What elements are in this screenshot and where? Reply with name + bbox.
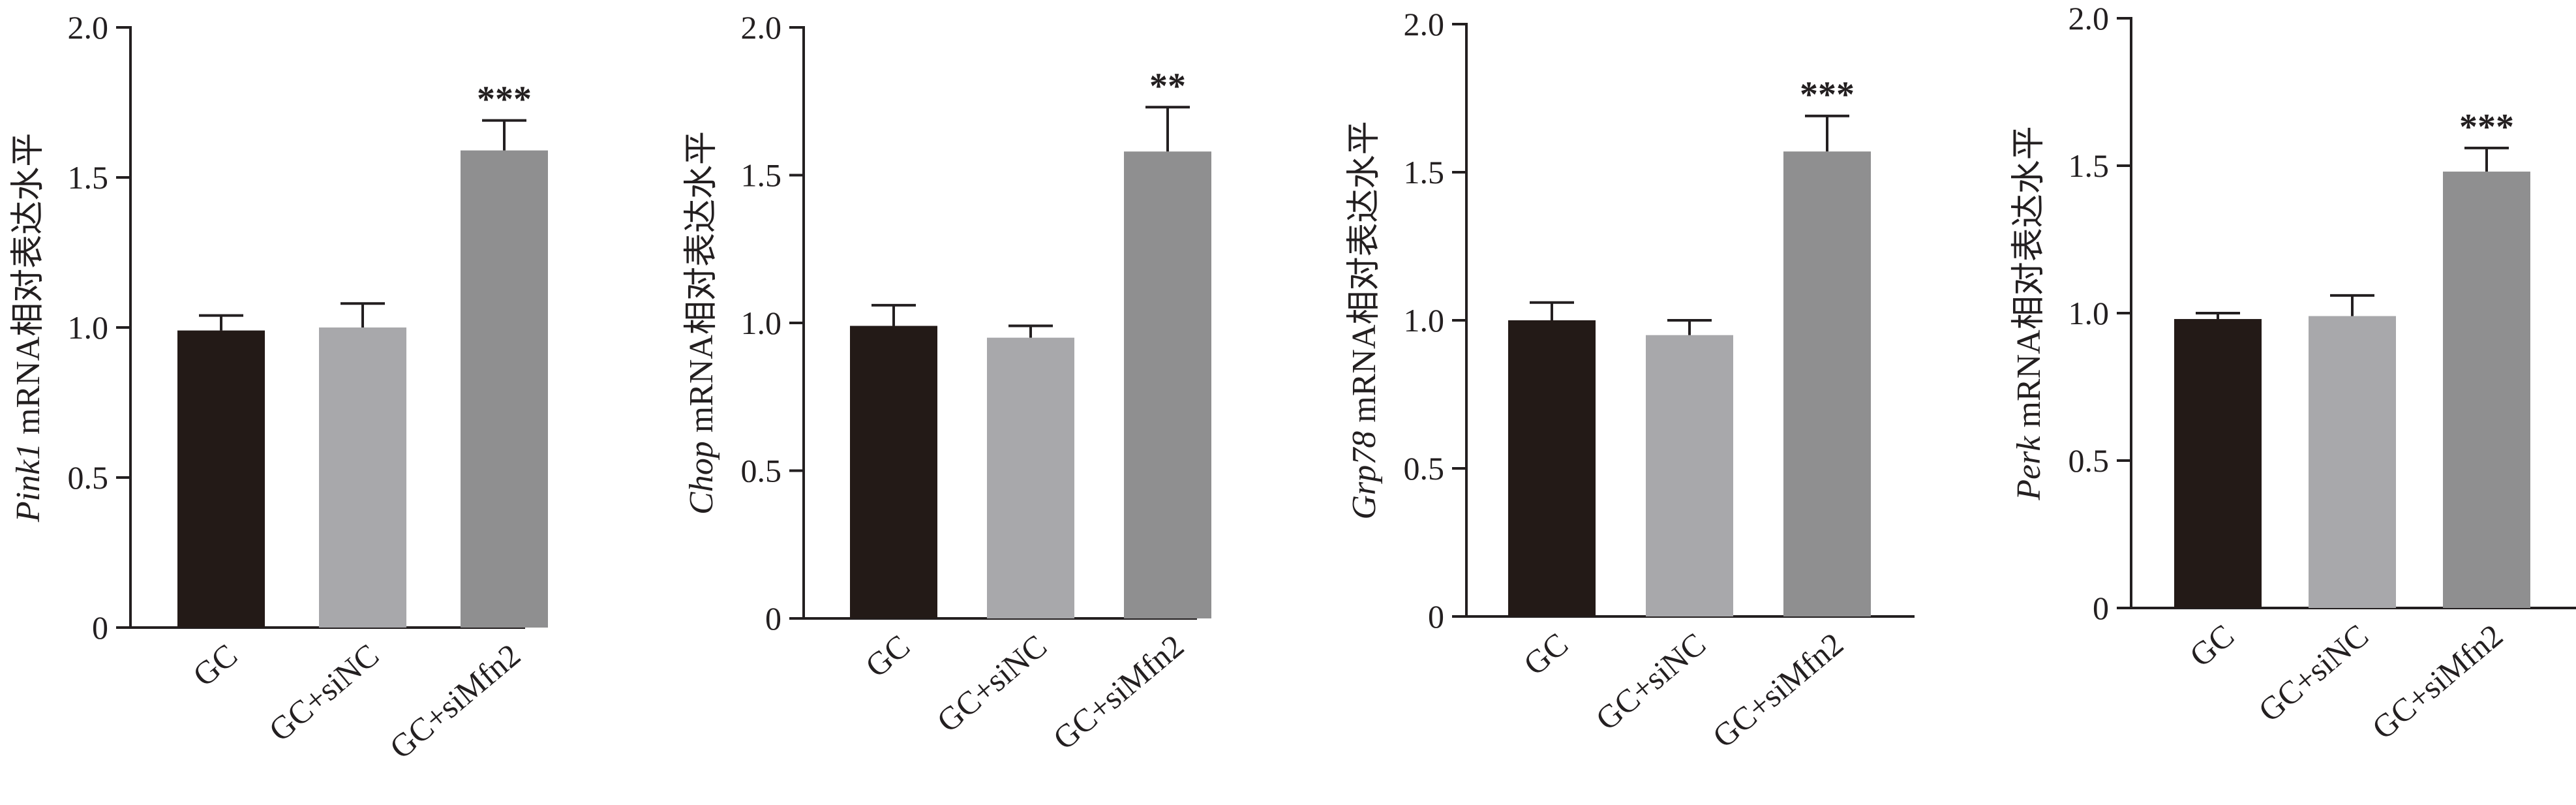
chart1-y-tick-label: 0.5 — [741, 453, 782, 489]
chart3-bar-2 — [2443, 172, 2530, 608]
chart1-significance-2: ** — [1149, 66, 1186, 106]
chart2-bar-0 — [1508, 320, 1596, 616]
chart2-y-axis-suffix: mRNA相对表达水平 — [1346, 121, 1383, 431]
chart2-bar-2 — [1783, 151, 1871, 617]
chart3-category-label-2: GC+siMfn2 — [2365, 617, 2509, 747]
chart2-y-tick-label: 0 — [1428, 598, 1444, 635]
chart1-error-bar-0 — [871, 303, 916, 326]
chart3-significance-2: *** — [2459, 107, 2514, 147]
chart1-y-tick-label: 2.0 — [741, 9, 782, 46]
chart1-error-bar-2 — [1145, 106, 1190, 152]
chart1-y-axis-title: Chop mRNA相对表达水平 — [683, 131, 720, 515]
chart-panel-pink1: 0 0.5 1.0 1.5 2.0 Pink1 mRNA相对表达水平 GC GC+siNC **… — [10, 9, 548, 766]
chart0-category-label-2: GC+siMfn2 — [383, 637, 527, 767]
chart0-y-tick-label: 1.0 — [68, 309, 109, 346]
chart2-y-tick-label: 2.0 — [1404, 6, 1445, 42]
chart0-significance-2: *** — [477, 80, 532, 120]
chart2-category-label-1: GC+siNC — [1589, 626, 1713, 738]
chart3-y-tick-label: 1.5 — [2068, 147, 2110, 184]
chart2-category-label-2: GC+siMfn2 — [1706, 626, 1850, 755]
chart1-y-tick-label: 1.0 — [741, 305, 782, 341]
chart0-bar-2 — [461, 150, 548, 628]
chart0-y-tick-label: 2.0 — [68, 9, 109, 46]
chart0-bar-0 — [177, 330, 265, 628]
chart2-y-tick-label: 1.0 — [1404, 302, 1445, 339]
chart0-category-label-1: GC+siNC — [262, 637, 386, 749]
chart1-bar-2 — [1124, 151, 1211, 618]
chart0-y-tick-label: 0.5 — [68, 459, 109, 496]
chart1-bar-1 — [987, 337, 1074, 618]
chart2-y-axis-title: Grp78 mRNA相对表达水平 — [1346, 121, 1383, 519]
chart3-y-axis-title: Perk mRNA相对表达水平 — [2010, 126, 2048, 500]
chart3-bar-0 — [2174, 319, 2262, 608]
chart2-category-label-0: GC — [1517, 626, 1575, 683]
chart3-y-tick-label: 1.0 — [2068, 295, 2110, 331]
chart2-gene-name: Grp78 — [1346, 431, 1383, 520]
chart3-bar-1 — [2309, 316, 2396, 608]
chart3-error-bar-1 — [2330, 294, 2374, 316]
chart1-gene-name: Chop — [683, 441, 720, 515]
chart1-y-tick-label: 1.5 — [741, 157, 782, 194]
chart1-error-bar-1 — [1008, 324, 1053, 338]
chart2-error-bar-1 — [1667, 319, 1712, 335]
chart3-error-bar-2 — [2464, 146, 2509, 172]
chart1-y-tick-label: 0 — [765, 600, 781, 637]
chart1-category-label-0: GC — [858, 628, 917, 685]
chart3-y-tick-label: 0 — [2093, 590, 2109, 626]
chart2-significance-2: *** — [1800, 75, 1855, 115]
chart0-category-label-0: GC — [186, 637, 244, 694]
chart3-y-tick-label: 2.0 — [2068, 0, 2110, 37]
chart2-error-bar-0 — [1530, 301, 1574, 320]
chart0-y-axis-title: Pink1 mRNA相对表达水平 — [10, 133, 47, 523]
chart0-bar-1 — [319, 327, 406, 628]
chart2-bar-1 — [1646, 335, 1733, 616]
chart1-category-label-2: GC+siMfn2 — [1046, 628, 1190, 757]
chart-panel-chop: 0 0.5 1.0 1.5 2.0 Chop mRNA相对表达水平 GC GC+siNC ** G… — [683, 9, 1211, 757]
chart0-y-tick-label: 0 — [92, 609, 108, 646]
chart3-category-label-1: GC+siNC — [2252, 617, 2376, 729]
chart-panel-perk: 0 0.5 1.0 1.5 2.0 Perk mRNA相对表达水平 GC GC+siNC ***… — [2010, 0, 2576, 746]
chart0-y-axis-suffix: mRNA相对表达水平 — [10, 133, 47, 443]
chart3-y-axis-suffix: mRNA相对表达水平 — [2010, 126, 2048, 436]
chart3-gene-name: Perk — [2010, 436, 2048, 501]
chart1-y-axis-suffix: mRNA相对表达水平 — [683, 131, 720, 441]
chart0-error-bar-2 — [482, 119, 526, 151]
chart2-y-tick-label: 0.5 — [1404, 450, 1445, 487]
chart2-error-bar-2 — [1805, 114, 1849, 152]
chart1-bar-0 — [850, 326, 937, 618]
chart3-error-bar-0 — [2196, 312, 2240, 320]
chart0-gene-name: Pink1 — [10, 443, 47, 523]
chart0-y-tick-label: 1.5 — [68, 159, 109, 196]
chart0-error-bar-0 — [199, 314, 243, 331]
chart2-y-tick-label: 1.5 — [1404, 154, 1445, 190]
chart3-y-tick-label: 0.5 — [2068, 442, 2110, 479]
chart0-error-bar-1 — [341, 302, 385, 327]
chart-panel-grp78: 0 0.5 1.0 1.5 2.0 Grp78 mRNA相对表达水平 GC GC+siNC **… — [1346, 6, 1915, 755]
chart3-category-label-0: GC — [2183, 617, 2241, 675]
chart1-category-label-1: GC+siNC — [930, 628, 1054, 740]
